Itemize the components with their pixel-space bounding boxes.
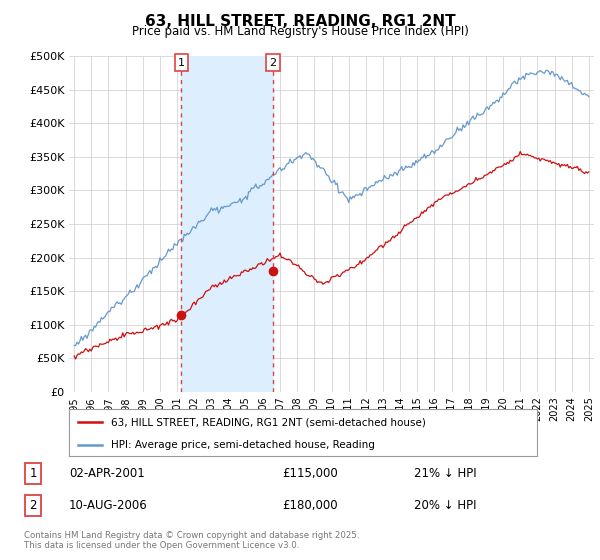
Text: 20% ↓ HPI: 20% ↓ HPI bbox=[414, 499, 476, 512]
Text: HPI: Average price, semi-detached house, Reading: HPI: Average price, semi-detached house,… bbox=[111, 440, 375, 450]
Text: 02-APR-2001: 02-APR-2001 bbox=[69, 466, 145, 480]
Text: 21% ↓ HPI: 21% ↓ HPI bbox=[414, 466, 476, 480]
Text: 1: 1 bbox=[178, 58, 185, 68]
Text: 10-AUG-2006: 10-AUG-2006 bbox=[69, 499, 148, 512]
Text: Price paid vs. HM Land Registry's House Price Index (HPI): Price paid vs. HM Land Registry's House … bbox=[131, 25, 469, 38]
Text: Contains HM Land Registry data © Crown copyright and database right 2025.
This d: Contains HM Land Registry data © Crown c… bbox=[24, 530, 359, 550]
Text: 1: 1 bbox=[29, 466, 37, 480]
Bar bbox=[181, 56, 273, 392]
Text: 63, HILL STREET, READING, RG1 2NT: 63, HILL STREET, READING, RG1 2NT bbox=[145, 14, 455, 29]
Text: 63, HILL STREET, READING, RG1 2NT (semi-detached house): 63, HILL STREET, READING, RG1 2NT (semi-… bbox=[111, 417, 426, 427]
Text: £115,000: £115,000 bbox=[282, 466, 338, 480]
Text: 2: 2 bbox=[269, 58, 277, 68]
Text: 2: 2 bbox=[29, 499, 37, 512]
Text: £180,000: £180,000 bbox=[282, 499, 338, 512]
